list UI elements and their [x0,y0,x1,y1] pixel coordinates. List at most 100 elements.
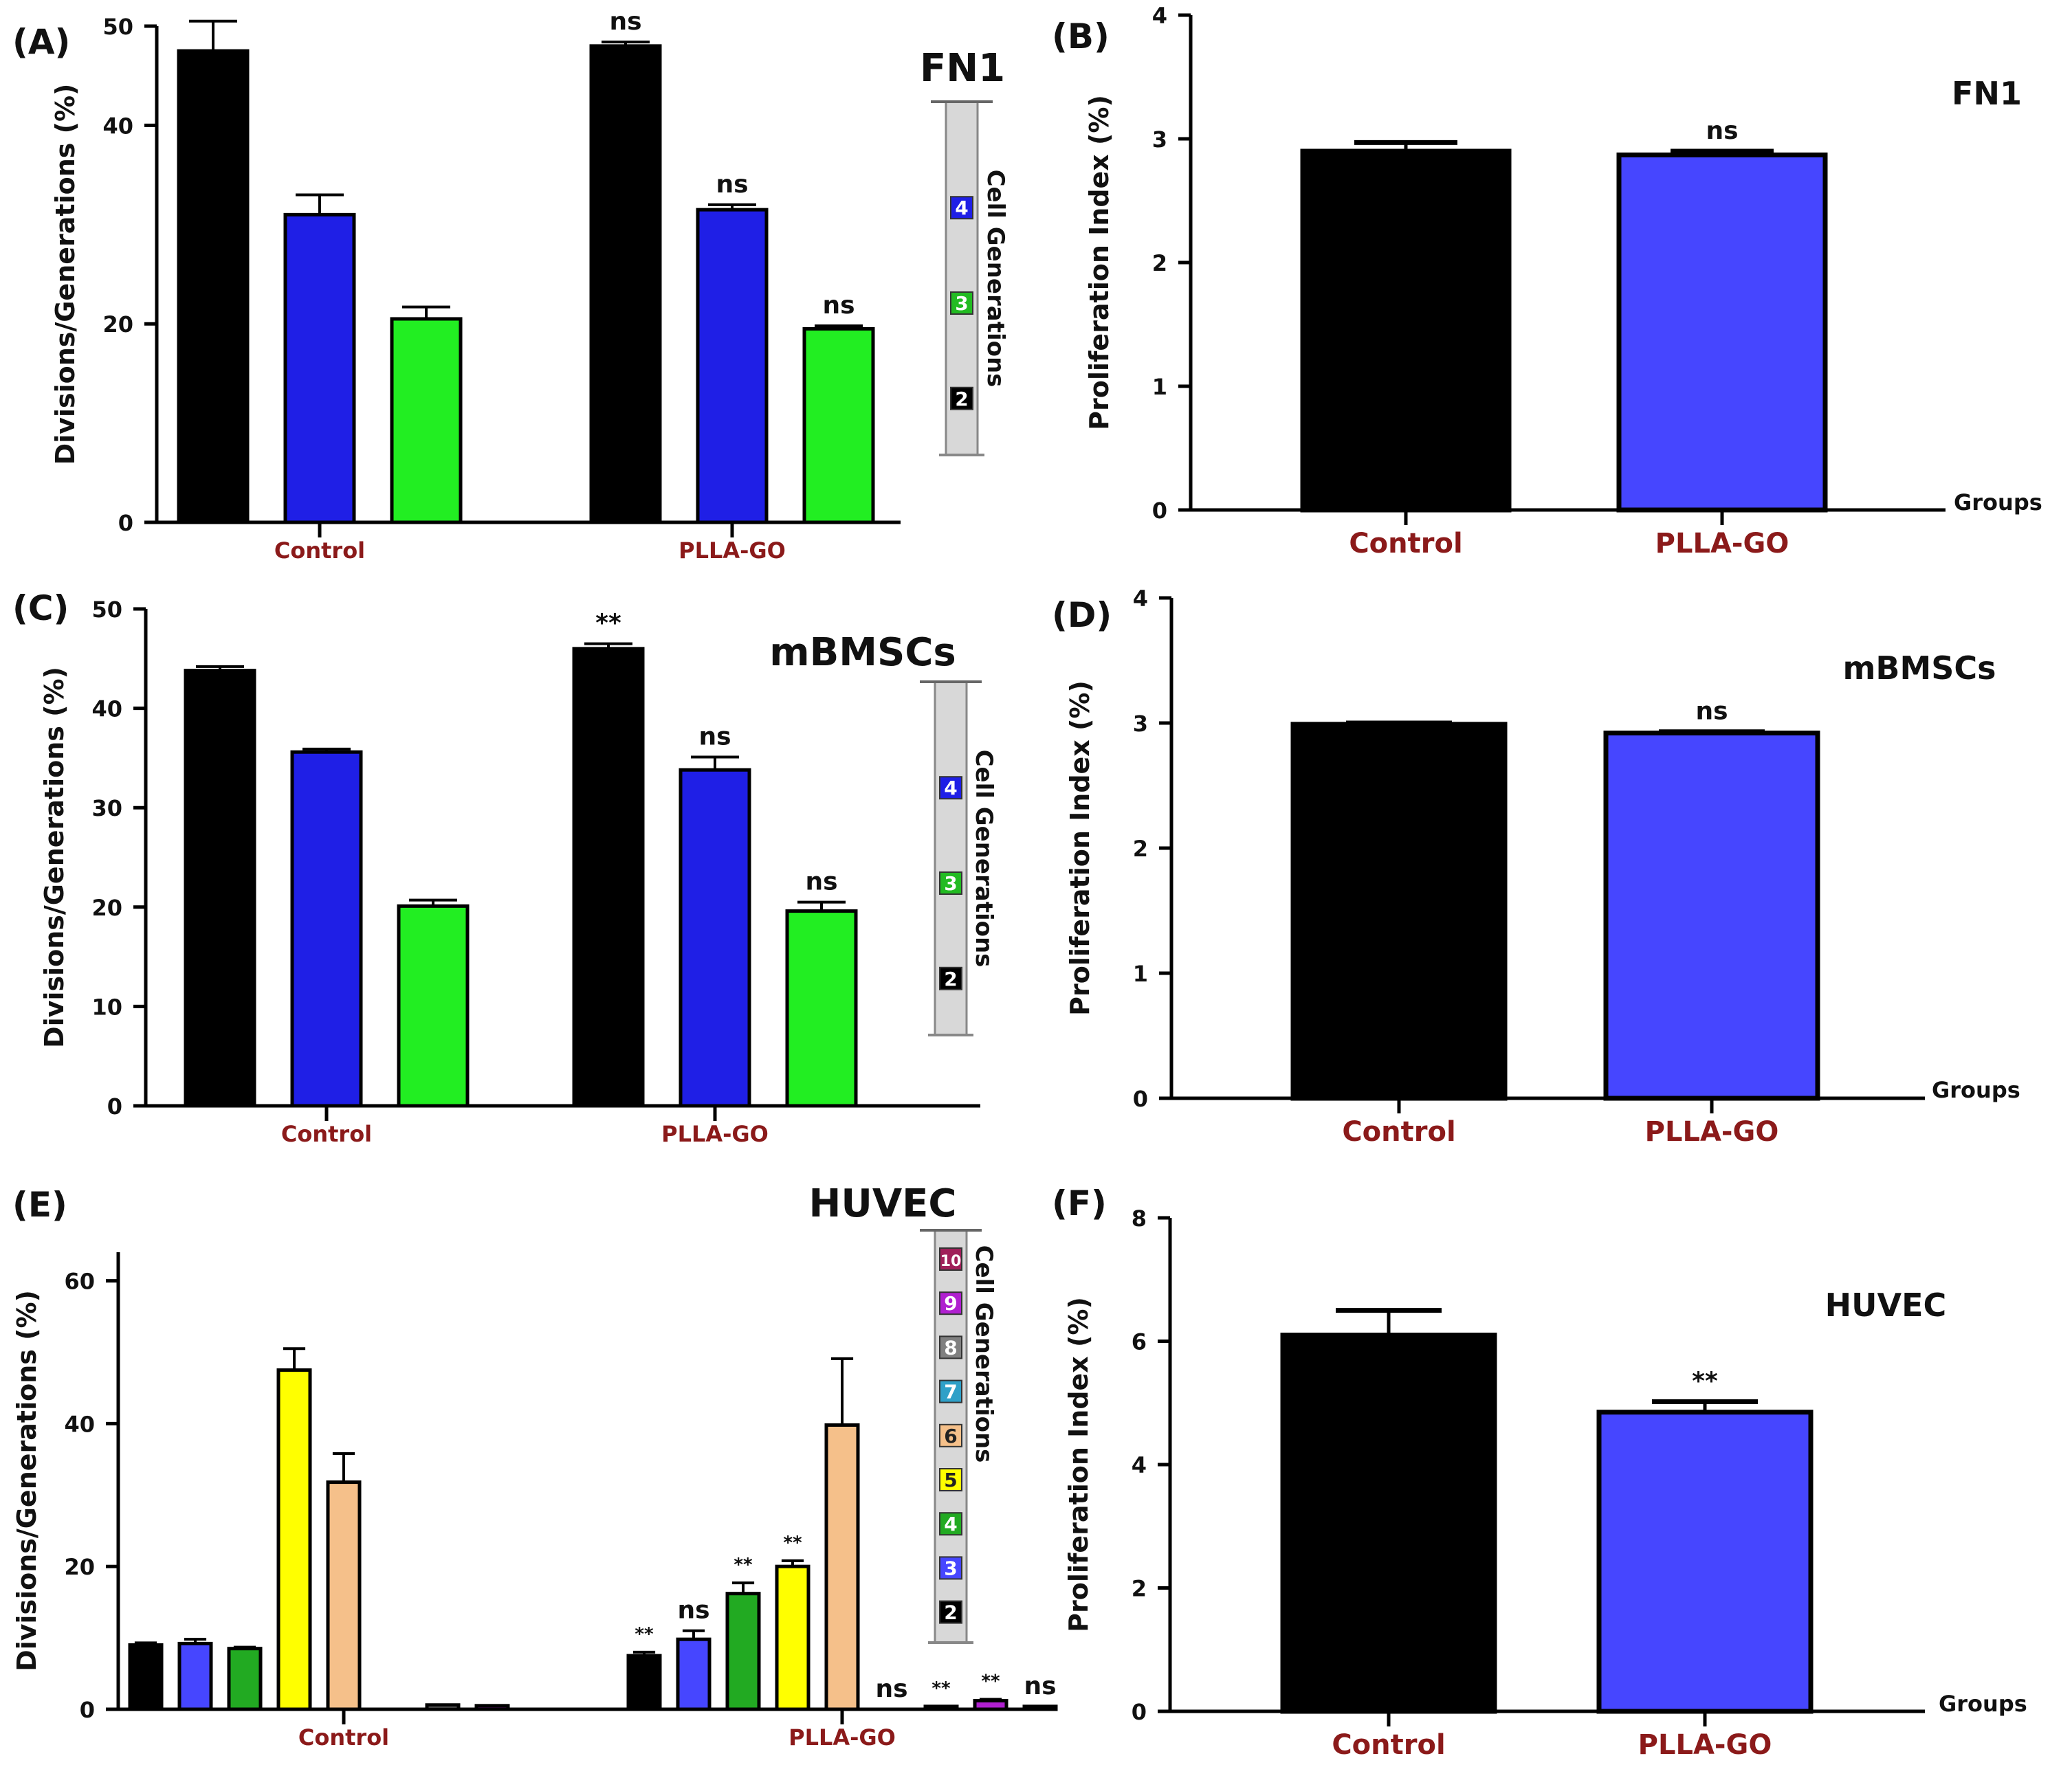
x-category-label: PLLA-GO [661,1121,769,1147]
y-tick-label: 0 [107,1093,122,1120]
chart-title: mBMSCs [769,630,956,675]
x-category-label: PLLA-GO [679,537,786,564]
bar [626,1654,662,1711]
y-tick-label: 40 [102,113,133,139]
y-tick-label: 2 [1133,836,1148,862]
legend-swatch-label: 4 [944,777,957,799]
bar [679,768,751,1108]
significance-label: ns [716,170,748,199]
y-tick-label: 20 [64,1554,95,1580]
chart-title: HUVEC [808,1181,956,1226]
legend-swatch [939,1556,962,1580]
bar [1022,1704,1058,1711]
x-category-label: PLLA-GO [1645,1116,1779,1148]
bar [290,750,363,1108]
y-axis-label: Proliferation Index (%) [1084,95,1114,430]
y-tick-label: 20 [102,311,133,337]
x-category-label: PLLA-GO [789,1724,896,1751]
bar [1290,722,1508,1101]
y-tick-label: 4 [1152,3,1167,29]
y-tick-label: 2 [1152,250,1167,276]
bar [227,1647,263,1711]
significance-label: ** [981,1671,1000,1691]
y-axis-label: Divisions/Generations (%) [39,667,69,1048]
significance-label: ** [734,1555,753,1575]
significance-label: ** [783,1533,802,1553]
x-axis-label: Groups [1939,1691,2027,1717]
x-category-label: Control [274,537,365,564]
x-axis-label: Groups [1932,1077,2020,1103]
bar [283,212,356,524]
bar [973,1699,1009,1711]
legend-swatch [939,871,962,895]
bar [128,1643,164,1711]
y-tick-label: 50 [102,14,133,40]
legend-swatch [950,291,973,315]
legend-swatch-label: 4 [944,1513,957,1535]
bar [824,1423,860,1711]
y-tick-label: 0 [1132,1699,1147,1725]
panel-c: (C) 0 10 20 30 40 50 Divisions/Generations (%) m… [12,588,998,1147]
chart-title: FN1 [1952,75,2022,112]
x-axis-label: Groups [1954,489,2042,515]
legend-swatch-label: 2 [944,1601,957,1624]
legend-swatch-label: 8 [944,1336,957,1359]
panel-label: (E) [12,1185,67,1225]
y-tick-label: 20 [91,895,122,921]
bar [725,1592,761,1711]
bar [676,1637,712,1711]
y-tick-label: 1 [1152,374,1167,400]
panel-label: (F) [1052,1183,1107,1223]
legend-swatch-label: 3 [955,292,968,315]
y-tick-label: 0 [80,1697,95,1723]
legend-swatch-label: 10 [940,1253,962,1270]
legend-swatch [939,1291,962,1315]
panel-d: (D) 0 1 2 3 4 Proliferation Index (%) mBMSCs Con… [1052,586,2020,1148]
y-tick-label: 0 [1133,1086,1148,1112]
legend-swatch-label: 2 [955,388,968,410]
legend-swatch-label: 2 [944,968,957,990]
panel-label: (B) [1052,16,1110,56]
bar [1280,1333,1497,1714]
legend-swatch [939,1468,962,1491]
y-tick-label: 2 [1132,1576,1147,1602]
bar [425,1703,461,1711]
x-category-label: PLLA-GO [1655,528,1789,559]
bar [923,1704,959,1711]
legend-swatch-label: 3 [944,1557,957,1579]
legend-title: Cell Generations [970,1245,998,1463]
y-axis-label: Proliferation Index (%) [1065,680,1095,1016]
legend-swatch [950,196,973,220]
bar [1603,731,1820,1101]
legend-swatch [939,1247,962,1271]
panel-f: (F) 0 2 4 6 8 Proliferation Index (%) HUVEC Cont… [1052,1183,2027,1761]
y-tick-label: 0 [118,510,133,536]
panel-label: (A) [12,22,70,62]
bar [177,1641,213,1711]
y-axis-label: Divisions/Generations (%) [12,1290,42,1671]
significance-label: ns [677,1597,709,1625]
significance-label: ns [1706,117,1738,145]
bar [1300,148,1512,513]
y-tick-label: 0 [1152,498,1167,524]
significance-label: ** [932,1678,951,1699]
legend-swatch-label: 6 [944,1425,957,1447]
chart-title: mBMSCs [1842,649,1996,687]
x-category-label: Control [298,1724,389,1751]
bar [397,904,470,1108]
x-category-label: Control [1332,1729,1445,1761]
y-tick-label: 3 [1152,126,1167,153]
y-axis-label: Proliferation Index (%) [1063,1297,1094,1632]
significance-label: ns [805,868,837,896]
y-tick-label: 1 [1133,961,1148,987]
significance-label: ns [609,8,641,36]
legend-swatch [939,1379,962,1403]
bar [184,669,256,1108]
legend-swatch [939,1335,962,1359]
chart-title: HUVEC [1825,1287,1947,1324]
panel-e: (E) 0 20 40 60 Divisions/Generations (%) HUVEC… [12,1181,1058,1751]
legend-swatch-label: 9 [944,1292,957,1315]
panel-b: (B) 0 1 2 3 4 Proliferation Index (%) FN1 Contro… [1052,3,2042,559]
y-tick-label: 10 [91,994,122,1020]
